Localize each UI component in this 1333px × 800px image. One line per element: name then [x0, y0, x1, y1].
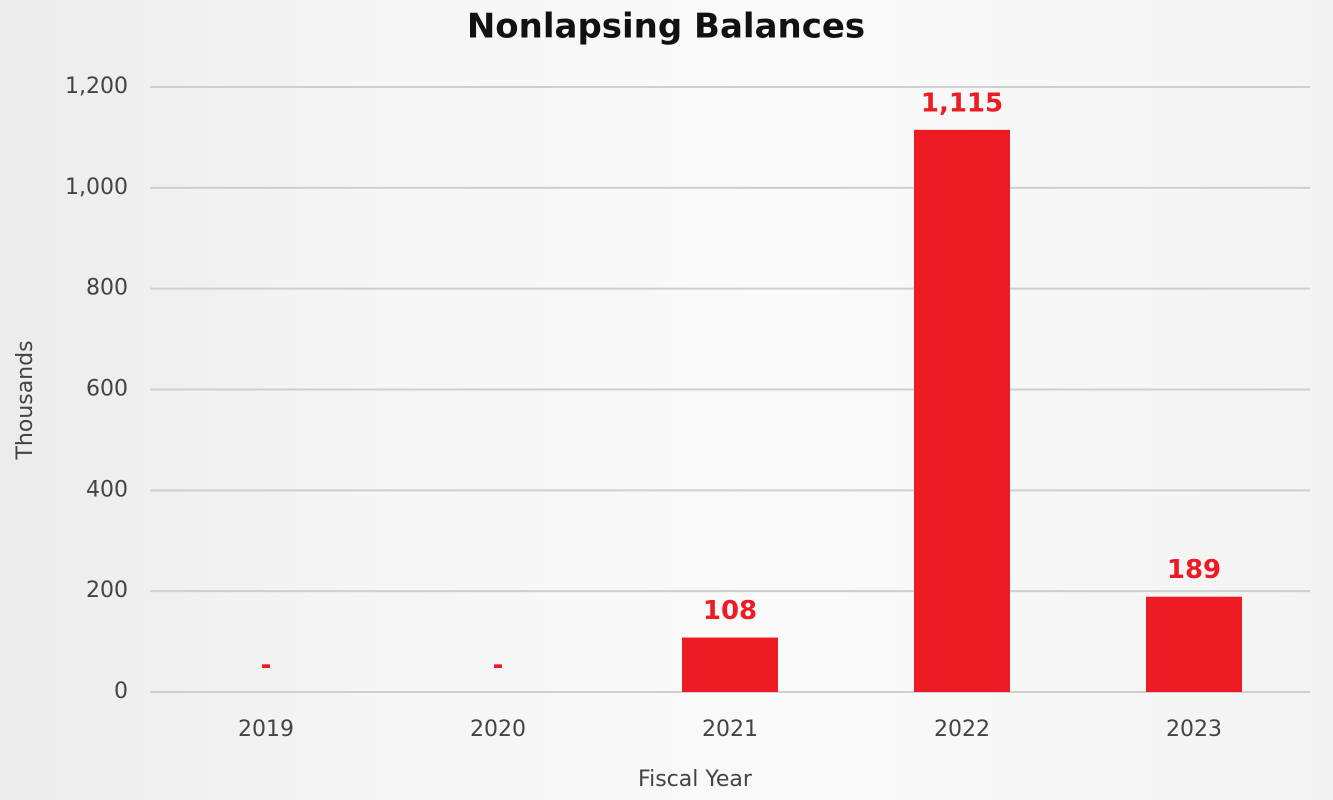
x-tick-label: 2022 [934, 717, 990, 742]
y-tick-label: 1,200 [65, 74, 128, 99]
value-label: 1,115 [921, 88, 1003, 118]
bar [914, 129, 1010, 692]
y-tick-label: 400 [86, 477, 128, 502]
y-tick-label: 0 [114, 679, 128, 704]
y-tick-label: 800 [86, 276, 128, 301]
y-tick-label: 200 [86, 578, 128, 603]
x-tick-label: 2023 [1166, 717, 1222, 742]
y-tick-label: 1,000 [65, 175, 128, 200]
y-tick-label: 600 [86, 377, 128, 402]
bar [682, 637, 778, 692]
value-label: 108 [703, 596, 757, 626]
y-axis-label: Thousands [13, 340, 38, 460]
chart-title: Nonlapsing Balances [467, 7, 865, 47]
value-label: - [261, 651, 272, 681]
x-axis-label: Fiscal Year [638, 767, 753, 792]
x-tick-label: 2020 [470, 717, 526, 742]
x-tick-label: 2021 [702, 717, 758, 742]
value-label: 189 [1167, 555, 1221, 585]
value-label: - [493, 651, 504, 681]
x-tick-label: 2019 [238, 717, 294, 742]
bar [1146, 596, 1242, 692]
